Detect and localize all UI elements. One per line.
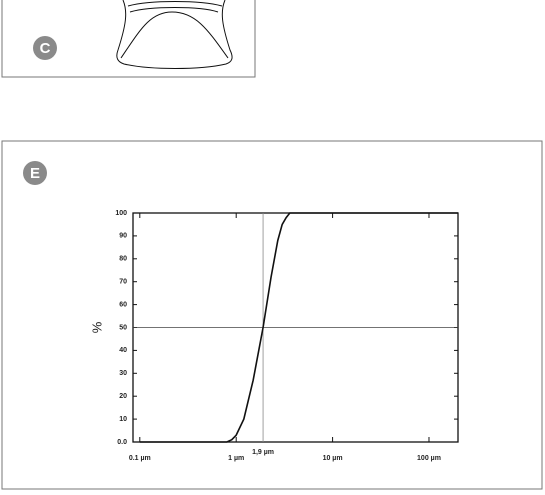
panel-e-frame: [2, 141, 542, 489]
y-tick-label: 0.0: [117, 439, 127, 446]
y-tick-label: 50: [119, 324, 127, 331]
chart: 0.0 10 20 30 40 50 60 70 80 90 100 0.1 µm 1 µm 10 µm 1…: [89, 210, 458, 462]
x-tick-label: 10 µm: [323, 455, 343, 462]
panel-e-label: E: [30, 165, 40, 182]
y-tick-label: 70: [119, 279, 127, 286]
y-tick-label: 20: [119, 393, 127, 400]
panel-c-drawing: [117, 0, 232, 69]
x-tick-label: 100 µm: [417, 455, 441, 462]
y-tick-label: 60: [119, 301, 127, 308]
y-tick-label: 10: [119, 416, 127, 423]
y-tick-label: 40: [119, 347, 127, 354]
y-tick-label: 100: [115, 210, 127, 217]
reference-label: 1,9 µm: [252, 449, 274, 456]
y-tick-label: 30: [119, 370, 127, 377]
x-tick-label: 1 µm: [228, 455, 244, 462]
panel-c-label: C: [40, 40, 51, 57]
y-tick-label: 80: [119, 256, 127, 263]
y-axis-label: %: [89, 321, 104, 333]
figure: C E 0.0 10 20 30 40 50 60 70 80 90 100 0.1 µm 1 µm 10…: [0, 0, 545, 490]
x-tick-label: 0.1 µm: [129, 455, 151, 462]
y-tick-label: 90: [119, 233, 127, 240]
